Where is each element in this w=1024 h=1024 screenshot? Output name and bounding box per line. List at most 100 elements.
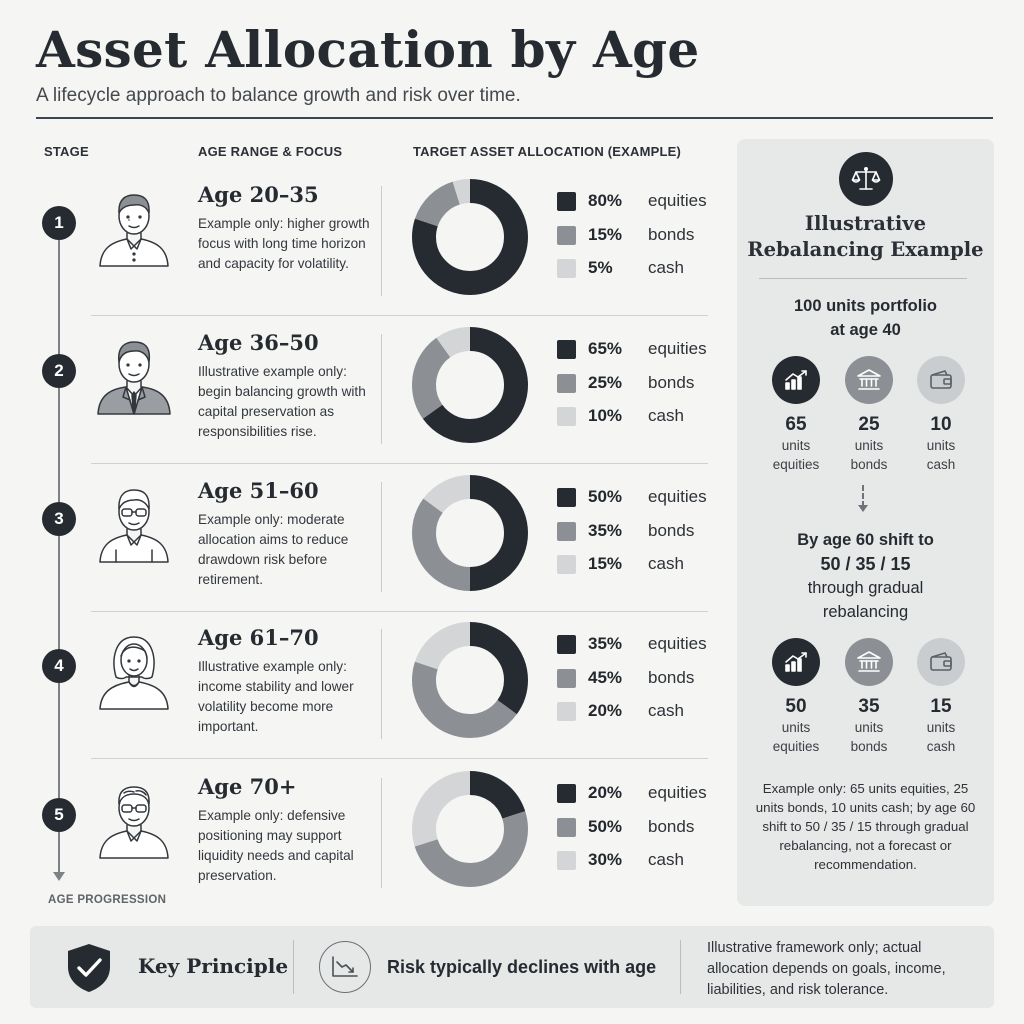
- header-divider: [36, 117, 993, 119]
- man-in-suit-icon: [94, 334, 174, 416]
- cash-label: cash: [648, 406, 684, 425]
- declining-trend-icon: [319, 941, 371, 993]
- bonds-label: bonds: [648, 521, 695, 540]
- bonds-label: bonds: [648, 668, 695, 687]
- legend-item-bonds: 50% bonds: [557, 817, 694, 837]
- asset-class-label: equities: [772, 457, 820, 472]
- cash-label: cash: [648, 701, 684, 720]
- after-bonds-group: 35 units bonds: [831, 638, 907, 756]
- growth-chart-icon: [772, 356, 820, 404]
- cash-percent: 30%: [588, 850, 623, 869]
- allocation-donut-chart: [412, 179, 528, 295]
- asset-class-label: cash: [926, 457, 956, 472]
- bank-icon: [845, 638, 893, 686]
- bonds-percent: 45%: [588, 668, 623, 687]
- donut-slice-bonds: [412, 771, 528, 887]
- asset-class-label: cash: [926, 739, 956, 754]
- equities-label: equities: [648, 487, 707, 506]
- footer-divider: [293, 940, 294, 994]
- column-header-allocation: TARGET ASSET ALLOCATION (EXAMPLE): [413, 144, 682, 159]
- units-value: 10: [930, 414, 952, 435]
- panel-title-line1: Illustrative: [804, 212, 927, 235]
- legend-item-bonds: 15% bonds: [557, 225, 694, 245]
- allocation-donut-chart: [412, 475, 528, 591]
- equities-percent: 65%: [588, 339, 623, 358]
- donut-slice-cash: [412, 179, 528, 295]
- asset-class-label: bonds: [850, 457, 888, 472]
- legend-item-cash: 5% cash: [557, 258, 684, 278]
- row-divider: [91, 758, 708, 759]
- column-header-age-range: AGE RANGE & FOCUS: [198, 144, 343, 159]
- age-range-description: Example only: defensive positioning may …: [198, 808, 354, 883]
- donut-slice-bonds: [412, 327, 528, 443]
- column-divider: [381, 334, 382, 444]
- rebalancing-panel: Illustrative Rebalancing Example 100 uni…: [737, 139, 994, 906]
- stage-row: 1 Age 20–35 Example only: higher growth …: [0, 178, 720, 326]
- cash-percent: 10%: [588, 406, 623, 425]
- legend-item-bonds: 45% bonds: [557, 668, 694, 688]
- young-man-icon: [94, 186, 174, 268]
- row-divider: [91, 315, 708, 316]
- donut-slice-bonds: [412, 622, 528, 738]
- footer-bar: Key Principle Risk typically declines wi…: [30, 926, 994, 1008]
- timeline-arrow-icon: [53, 872, 65, 881]
- equities-percent: 35%: [588, 634, 623, 653]
- after-cash-group: 15 units cash: [903, 638, 979, 756]
- legend-item-equities: 35% equities: [557, 634, 707, 654]
- age-range-description: Example only: moderate allocation aims t…: [198, 512, 349, 587]
- footer-divider: [680, 940, 681, 994]
- equities-label: equities: [648, 634, 707, 653]
- legend-item-cash: 10% cash: [557, 406, 684, 426]
- panel-note: Example only: 65 units equities, 25 unit…: [755, 781, 976, 872]
- legend-item-equities: 50% equities: [557, 487, 707, 507]
- stage-row: 4 Age 61–70 Illustrative example only: i…: [0, 621, 720, 769]
- units-value: 35: [858, 696, 880, 717]
- legend-item-cash: 20% cash: [557, 701, 684, 721]
- equities-label: equities: [648, 783, 707, 802]
- cash-swatch: [557, 258, 576, 278]
- equities-swatch: [557, 783, 576, 803]
- bonds-swatch: [557, 225, 576, 245]
- equities-swatch: [557, 339, 576, 359]
- shift-line4: rebalancing: [822, 603, 909, 621]
- bonds-percent: 15%: [588, 225, 623, 244]
- cash-swatch: [557, 406, 576, 426]
- man-with-glasses-icon: [94, 482, 174, 564]
- before-bonds-group: 25 units bonds: [831, 356, 907, 474]
- stage-number: 2: [42, 354, 76, 388]
- shift-line3: through gradual: [807, 579, 924, 597]
- scale-icon: [839, 152, 893, 206]
- column-divider: [381, 186, 382, 296]
- shift-text: By age 60 shift to 50 / 35 / 15 through …: [737, 528, 994, 624]
- age-range-description: Illustrative example only: begin balanci…: [198, 364, 366, 439]
- age-range-description: Example only: higher growth focus with l…: [198, 216, 370, 271]
- equities-swatch: [557, 634, 576, 654]
- page-subtitle: A lifecycle approach to balance growth a…: [36, 85, 521, 106]
- stage-number: 4: [42, 649, 76, 683]
- risk-statement: Risk typically declines with age: [387, 957, 657, 977]
- legend-item-cash: 30% cash: [557, 850, 684, 870]
- panel-divider: [759, 278, 967, 279]
- allocation-donut-chart: [412, 771, 528, 887]
- wallet-icon: [917, 638, 965, 686]
- portfolio-intro-line2: at age 40: [830, 321, 901, 339]
- page-title: Asset Allocation by Age: [36, 20, 700, 79]
- shield-check-icon: [68, 944, 110, 992]
- arrow-tip-icon: [858, 505, 868, 512]
- column-divider: [381, 629, 382, 739]
- age-range-title: Age 20–35: [198, 182, 319, 207]
- asset-class-label: equities: [772, 739, 820, 754]
- before-cash-group: 10 units cash: [903, 356, 979, 474]
- donut-slice-bonds: [412, 475, 528, 591]
- allocation-donut-chart: [412, 622, 528, 738]
- cash-swatch: [557, 554, 576, 574]
- bonds-swatch: [557, 817, 576, 837]
- cash-swatch: [557, 701, 576, 721]
- bonds-label: bonds: [648, 817, 695, 836]
- age-range-title: Age 36–50: [198, 330, 319, 355]
- equities-percent: 20%: [588, 783, 623, 802]
- cash-swatch: [557, 850, 576, 870]
- age-range-title: Age 51–60: [198, 478, 319, 503]
- bonds-swatch: [557, 373, 576, 393]
- age-range-description: Illustrative example only: income stabil…: [198, 659, 354, 734]
